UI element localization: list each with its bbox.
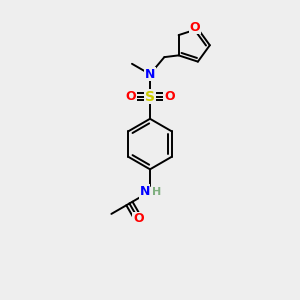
Text: O: O <box>164 90 175 103</box>
Text: N: N <box>145 68 155 81</box>
Text: O: O <box>190 21 200 34</box>
Text: O: O <box>133 212 144 225</box>
Text: N: N <box>140 185 150 198</box>
Text: S: S <box>145 89 155 103</box>
Text: O: O <box>125 90 136 103</box>
Text: H: H <box>152 187 161 196</box>
